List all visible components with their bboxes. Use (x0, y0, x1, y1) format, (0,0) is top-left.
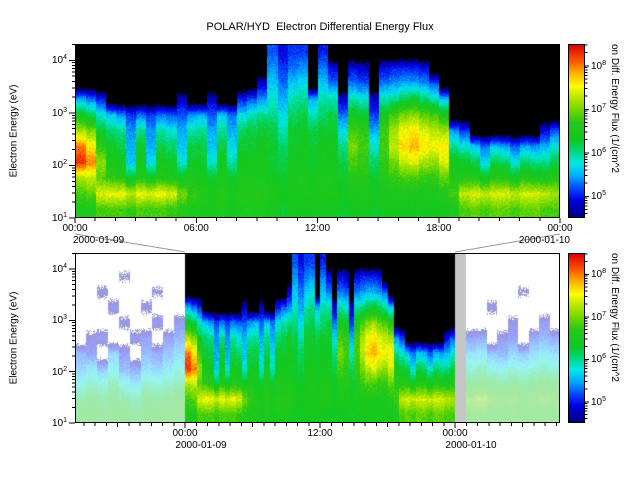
top-x-tick-label: 00:00 (547, 223, 573, 234)
top-colorbar-tick-label: 107 (591, 103, 607, 116)
top-x-tick-label: 12:00 (304, 223, 331, 234)
bottom-x-tick-label: 00:00 (442, 428, 468, 439)
top-x-tick-label: 18:00 (426, 223, 452, 234)
top-colorbar (568, 44, 585, 218)
bottom-date-right-label: 2000-01-10 (445, 440, 497, 451)
top-colorbar-tick-label: 108 (591, 59, 607, 72)
top-x-tick-label: 06:00 (183, 223, 209, 234)
top-colorbar-tick-label: 106 (591, 146, 607, 159)
bottom-y-axis-label: Electron Energy (eV) (8, 291, 20, 385)
bottom-x-tick-label: 00:00 (172, 428, 198, 439)
plot-title: POLAR/HYD Electron Differential Energy F… (206, 21, 434, 33)
bottom-colorbar (568, 253, 585, 423)
top-y-tick-label: 104 (51, 54, 67, 67)
bottom-y-tick-label: 102 (51, 365, 67, 378)
top-date-left-label: 2000-01-09 (73, 235, 125, 246)
bottom-x-tick-label: 12:00 (307, 428, 333, 439)
top-y-tick-label: 101 (51, 211, 67, 225)
top-colorbar-label: on Diff. Energy Flux (1/(cm^2 (609, 44, 620, 173)
bottom-y-tick-label: 103 (51, 314, 67, 327)
top-y-tick-label: 103 (51, 106, 67, 120)
bottom-y-tick-label: 101 (51, 416, 67, 430)
top-y-axis-label: Electron Energy (eV) (8, 84, 20, 178)
top-y-tick-label: 102 (51, 159, 67, 172)
bottom-colorbar-tick-label: 106 (591, 353, 607, 366)
top-spectrogram-image (75, 44, 560, 218)
top-colorbar-tick-label: 105 (591, 190, 607, 203)
bottom-y-tick-label: 104 (51, 262, 67, 276)
bottom-date-left-label: 2000-01-09 (175, 440, 227, 451)
top-x-tick-label: 00:00 (62, 223, 88, 234)
bottom-colorbar-tick-label: 107 (591, 310, 607, 323)
bottom-colorbar-tick-label: 108 (591, 268, 607, 281)
bottom-colorbar-tick-label: 105 (591, 395, 607, 408)
top-date-right-label: 2000-01-10 (518, 235, 570, 246)
bottom-spectrogram-image (75, 253, 560, 423)
bottom-colorbar-label: on Diff. Energy Flux (1/(cm^2 (609, 253, 620, 382)
